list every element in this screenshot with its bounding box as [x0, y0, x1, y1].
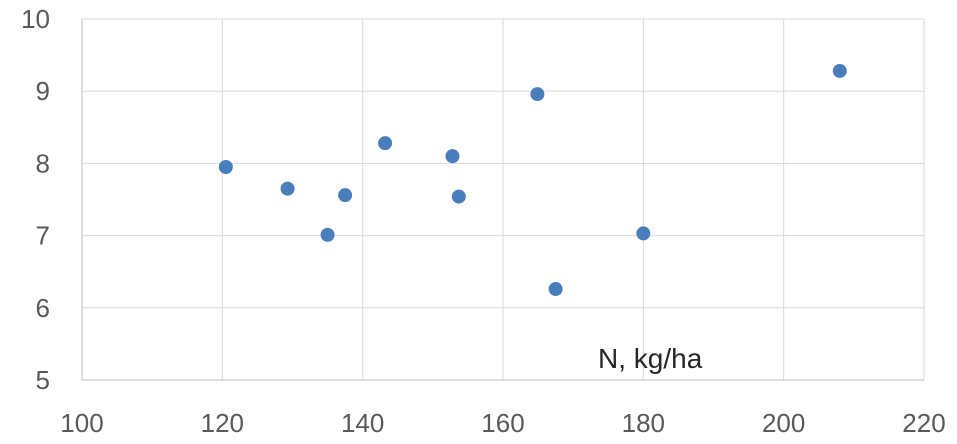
y-tick-label: 8	[36, 148, 50, 178]
x-tick-label: 120	[201, 408, 244, 438]
y-tick-label: 9	[36, 76, 50, 106]
tick-labels: 100 120 140 160 180 200 220 5 6 7 8 9 10	[21, 4, 946, 438]
data-point	[451, 189, 466, 204]
y-tick-label: 10	[21, 4, 50, 34]
data-point	[530, 87, 545, 102]
x-axis-label: N, kg/ha	[598, 343, 703, 374]
data-point	[636, 226, 651, 241]
y-tick-label: 5	[36, 365, 50, 395]
x-tick-label: 180	[622, 408, 665, 438]
axes	[81, 19, 924, 381]
x-tick-label: 160	[481, 408, 524, 438]
data-point	[832, 63, 847, 78]
x-tick-label: 100	[60, 408, 103, 438]
data-point	[280, 181, 295, 196]
x-tick-label: 200	[762, 408, 805, 438]
grid	[82, 18, 925, 380]
data-point	[218, 160, 233, 175]
data-point	[320, 227, 335, 242]
y-tick-label: 7	[36, 221, 50, 251]
data-point	[445, 149, 460, 164]
y-tick-label: 6	[36, 293, 50, 323]
data-point	[378, 136, 393, 151]
data-point	[548, 282, 563, 297]
x-tick-label: 140	[341, 408, 384, 438]
x-tick-label: 220	[902, 408, 945, 438]
data-points	[218, 63, 847, 297]
data-point	[338, 188, 353, 203]
